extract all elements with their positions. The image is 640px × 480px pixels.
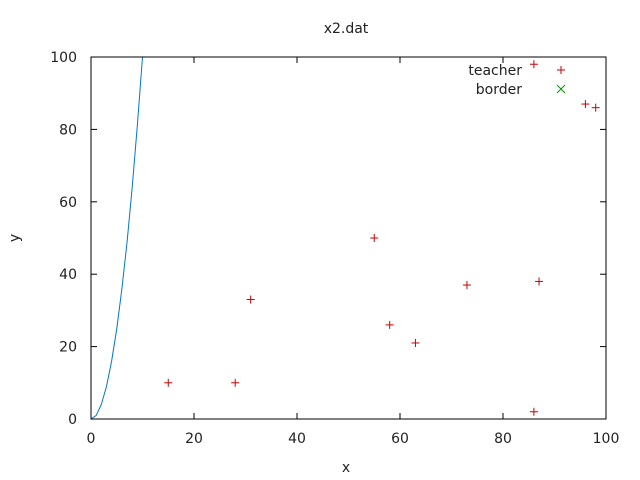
legend-marker-teacher (557, 66, 565, 74)
point-teacher-7 (529, 60, 538, 69)
point-teacher-10 (581, 100, 590, 109)
point-teacher-3 (370, 234, 379, 242)
chart-title: x2.dat (324, 21, 369, 37)
legend-label-border: border (476, 82, 522, 98)
x-tick-label-4: 80 (494, 431, 512, 447)
point-teacher-1 (231, 378, 240, 387)
curve-layer (90, 56, 143, 420)
y-tick-label-0: 0 (68, 412, 77, 428)
legend: teacher border (468, 63, 566, 98)
axis-ticks: 0 20 40 60 80 100 0 20 40 60 80 100 (50, 50, 619, 447)
x-tick-label-5: 100 (593, 431, 620, 447)
point-teacher-0 (164, 378, 173, 387)
plot-frame (90, 56, 607, 420)
point-teacher-2 (246, 295, 255, 304)
x-tick-label-2: 40 (288, 431, 306, 447)
legend-marker-border (556, 84, 566, 94)
x-tick-label-0: 0 (87, 431, 96, 447)
y-tick-label-2: 40 (59, 267, 77, 283)
x-tick-label-3: 60 (391, 431, 409, 447)
x-axis-label: x (342, 460, 350, 476)
x-tick-label-1: 20 (185, 431, 203, 447)
curve-line (90, 56, 143, 420)
point-teacher-11 (591, 103, 600, 112)
y-tick-label-5: 100 (50, 50, 77, 66)
y-tick-label-4: 80 (59, 122, 77, 138)
point-teacher-5 (411, 338, 420, 347)
point-teacher-8 (535, 277, 544, 286)
y-tick-label-3: 60 (59, 195, 77, 211)
y-axis-label: y (7, 234, 23, 242)
y-tick-label-1: 20 (59, 340, 77, 356)
data-points (164, 60, 600, 416)
point-teacher-4 (385, 320, 394, 329)
point-teacher-9 (529, 407, 538, 416)
point-teacher-6 (462, 281, 471, 290)
legend-label-teacher: teacher (468, 63, 522, 79)
